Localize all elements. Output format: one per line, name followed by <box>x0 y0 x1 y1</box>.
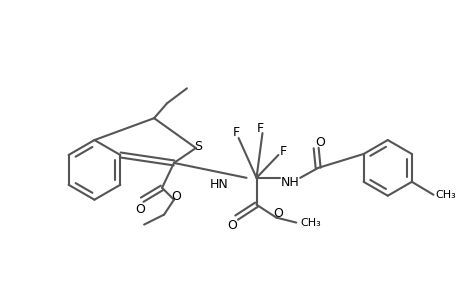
Text: F: F <box>233 126 240 139</box>
Text: O: O <box>135 203 145 216</box>
Text: CH₃: CH₃ <box>300 218 320 228</box>
Text: F: F <box>257 122 263 135</box>
Text: O: O <box>314 136 325 148</box>
Text: O: O <box>171 190 180 203</box>
Text: HN: HN <box>209 178 228 191</box>
Text: S: S <box>193 140 202 152</box>
Text: CH₃: CH₃ <box>435 190 455 200</box>
Text: O: O <box>273 207 283 220</box>
Text: F: F <box>279 146 286 158</box>
Text: NH: NH <box>280 176 299 189</box>
Text: O: O <box>227 219 237 232</box>
